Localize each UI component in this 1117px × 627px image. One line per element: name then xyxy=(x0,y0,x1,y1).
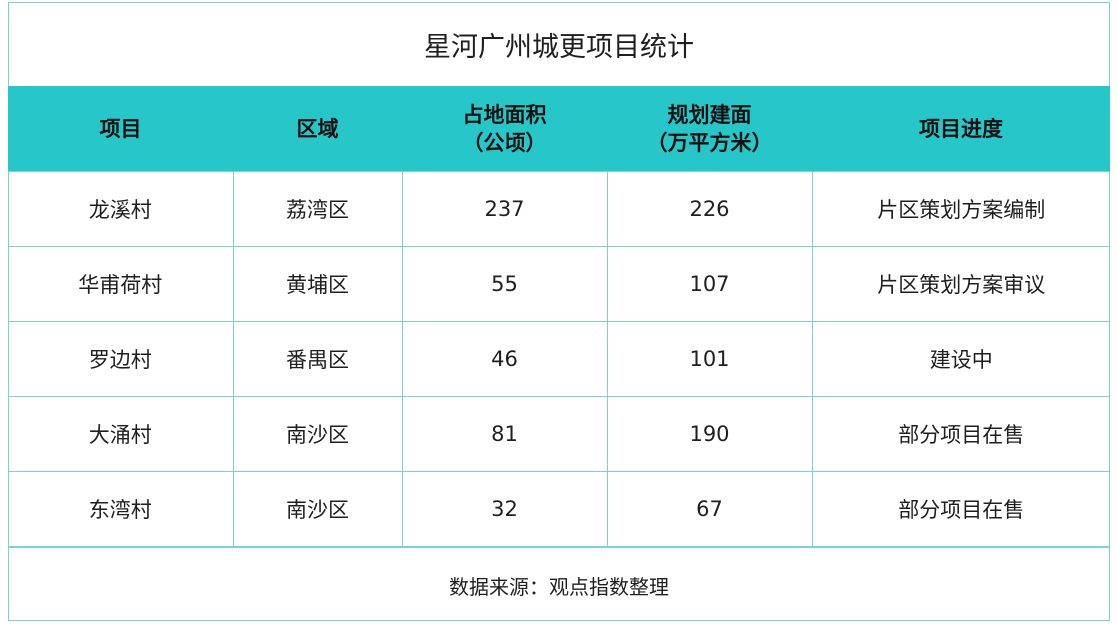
cell-progress: 片区策划方案编制 xyxy=(811,171,1110,247)
cell-land-area: 55 xyxy=(401,246,608,322)
table-title: 星河广州城更项目统计 xyxy=(424,32,694,63)
cell-planned-floor-area: 107 xyxy=(606,246,813,322)
cell-planned-floor-area: 226 xyxy=(606,171,813,247)
cell-planned-floor-area: 67 xyxy=(606,471,813,547)
cell-project: 罗边村 xyxy=(8,321,234,397)
table-row: 龙溪村 荔湾区 237 226 片区策划方案编制 xyxy=(8,171,1110,247)
cell-progress: 部分项目在售 xyxy=(811,396,1110,472)
table-row: 华甫荷村 黄埔区 55 107 片区策划方案审议 xyxy=(8,246,1110,322)
cell-progress: 片区策划方案审议 xyxy=(811,246,1110,322)
cell-project: 东湾村 xyxy=(8,471,234,547)
cell-land-area: 32 xyxy=(401,471,608,547)
source-note: 数据来源：观点指数整理 xyxy=(9,547,1109,622)
table-row: 罗边村 番禺区 46 101 建设中 xyxy=(8,321,1110,397)
cell-project: 华甫荷村 xyxy=(8,246,234,322)
cell-district: 番禺区 xyxy=(232,321,403,397)
cell-progress: 部分项目在售 xyxy=(811,471,1110,547)
cell-district: 荔湾区 xyxy=(232,171,403,247)
cell-project: 大涌村 xyxy=(8,396,234,472)
stats-table-card: 星河广州城更项目统计 项目 区域 占地面积 （公顷） 规划建面 （万平方米） 项… xyxy=(8,2,1110,621)
cell-progress: 建设中 xyxy=(811,321,1110,397)
table-row: 东湾村 南沙区 32 67 部分项目在售 xyxy=(8,471,1110,547)
cell-project: 龙溪村 xyxy=(8,171,234,247)
cell-planned-floor-area: 190 xyxy=(606,396,813,472)
project-table: 项目 区域 占地面积 （公顷） 规划建面 （万平方米） 项目进度 龙溪村 荔湾区 2… xyxy=(8,86,1110,547)
header-planned-floor-area: 规划建面 （万平方米） xyxy=(607,86,812,172)
header-land-area: 占地面积 （公顷） xyxy=(402,86,607,172)
header-row: 项目 区域 占地面积 （公顷） 规划建面 （万平方米） 项目进度 xyxy=(8,86,1110,172)
cell-district: 南沙区 xyxy=(232,396,403,472)
cell-land-area: 237 xyxy=(401,171,608,247)
cell-district: 南沙区 xyxy=(232,471,403,547)
cell-land-area: 46 xyxy=(401,321,608,397)
cell-district: 黄埔区 xyxy=(232,246,403,322)
header-district: 区域 xyxy=(233,86,402,172)
header-progress: 项目进度 xyxy=(812,86,1110,172)
cell-land-area: 81 xyxy=(401,396,608,472)
table-row: 大涌村 南沙区 81 190 部分项目在售 xyxy=(8,396,1110,472)
header-project: 项目 xyxy=(8,86,233,172)
cell-planned-floor-area: 101 xyxy=(606,321,813,397)
